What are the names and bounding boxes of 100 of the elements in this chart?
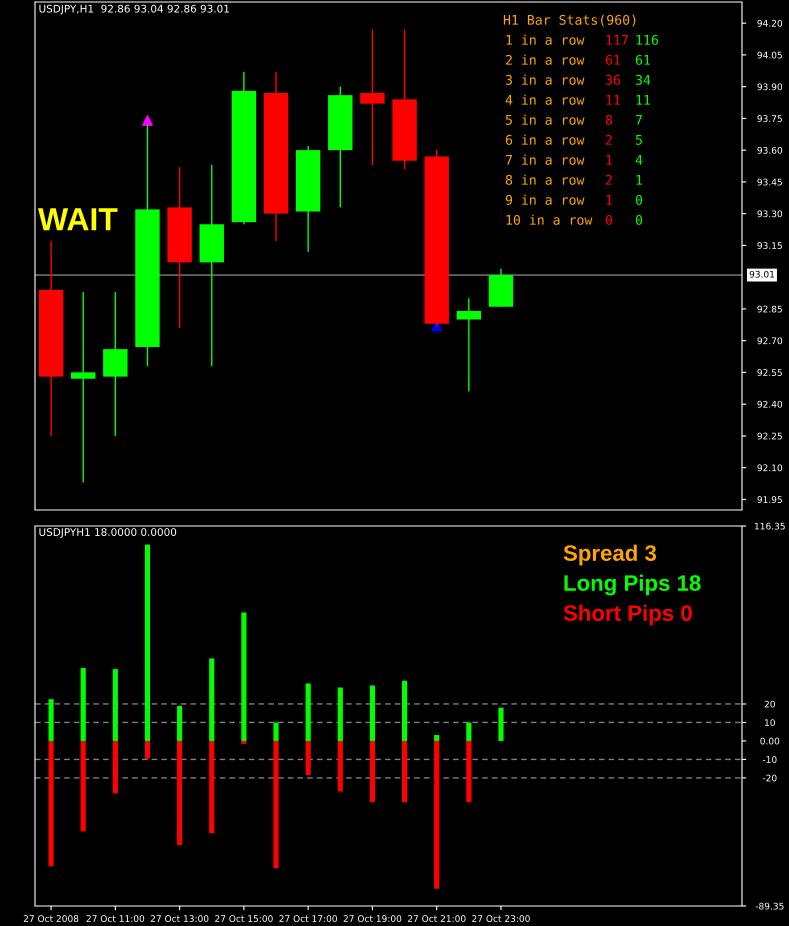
annotation: 36 (606, 74, 620, 85)
bar (402, 680, 408, 741)
x-tick-label: 27 Oct 19:00 (344, 915, 402, 922)
chart-title: USDJPY,H1 92.86 93.04 92.86 93.01 (39, 4, 229, 15)
bar (434, 740, 440, 889)
annotation: 117 (606, 35, 628, 45)
x-tick-label: 27 Oct 11:00 (86, 915, 144, 922)
ref-line-label: 93.01 (750, 270, 774, 278)
chart-title: USDJPYH1 18.0000 0.0000 (39, 528, 176, 538)
y-tick-label: -20 (762, 774, 777, 782)
annotation: H1 Bar Stats(960) (504, 14, 636, 26)
annotation: 0 (636, 194, 642, 205)
y-tick-label: 92.85 (757, 306, 782, 312)
annotation: 1 (636, 175, 642, 185)
annotation: 61 (636, 54, 650, 65)
annotation: 5 (636, 135, 642, 145)
annotation: 5 in a row (506, 114, 584, 125)
candlestick (70, 291, 96, 484)
annotation: 2 (606, 174, 612, 185)
y-tick-label: 10 (765, 719, 775, 726)
annotation: 4 in a row (506, 94, 584, 105)
y-tick-label: 92.70 (757, 337, 782, 344)
annotation: 2 (606, 134, 612, 145)
bar (498, 708, 504, 741)
y-tick-label: 92.10 (757, 464, 782, 472)
annotation: 7 in a row (506, 154, 584, 165)
bar (144, 544, 150, 741)
bar (434, 735, 440, 741)
y-tick-label: 94.20 (757, 20, 782, 27)
annotation: 61 (606, 54, 620, 65)
annotation: 8 in a row (506, 174, 584, 185)
bar (273, 740, 279, 868)
y-tick-label: 93.75 (757, 115, 782, 122)
bar (48, 740, 54, 866)
bar (466, 722, 472, 741)
candlestick (360, 28, 385, 166)
annotation: 6 in a row (506, 134, 584, 145)
annotation: 1 in a row (506, 34, 584, 45)
annotation: 1 (606, 155, 612, 165)
y-tick-label: 93.15 (757, 242, 782, 249)
annotation: WAIT (38, 208, 118, 230)
y-tick-label: 92.25 (757, 432, 782, 440)
bar (177, 740, 182, 845)
bar (402, 740, 408, 802)
annotation: 116 (636, 34, 658, 45)
x-tick-label: 27 Oct 15:00 (215, 915, 273, 922)
bar (306, 740, 311, 775)
bar (144, 740, 150, 758)
x-tick-label: 27 Oct 2008 (24, 915, 78, 922)
annotation: 34 (636, 74, 650, 85)
bar (80, 740, 86, 832)
annotation: Long Pips 18 (564, 574, 701, 596)
bar (370, 740, 376, 802)
annotation: 10 in a row (506, 214, 592, 225)
y-tick-label: 94.05 (757, 52, 782, 58)
annotation: 0 (636, 214, 642, 225)
y-tick-label: 93.45 (757, 178, 782, 186)
annotation: 2 in a row (506, 54, 584, 65)
annotation: 4 (636, 155, 642, 165)
x-tick-label: 27 Oct 13:00 (150, 915, 208, 922)
y-tick-label: 93.30 (757, 210, 782, 218)
bar (209, 658, 214, 741)
bar (112, 740, 118, 794)
bar (306, 683, 311, 741)
annotation: 11 (606, 95, 620, 105)
y-tick-label: 91.95 (757, 496, 782, 503)
x-tick-label: 27 Oct 17:00 (279, 915, 337, 922)
y-tick-label: 92.55 (757, 369, 782, 376)
annotation: Short Pips 0 (564, 604, 692, 626)
bar (241, 612, 246, 741)
annotation: Spread 3 (564, 544, 656, 566)
annotation: 3 in a row (506, 74, 584, 85)
bar (177, 706, 182, 741)
y-tick-label: -10 (762, 756, 777, 763)
y-tick-label: 20 (764, 700, 775, 708)
y-tick-label: 116.35 (754, 522, 785, 530)
bar (209, 740, 214, 834)
candlestick (456, 298, 482, 392)
annotation: 8 (606, 114, 612, 125)
annotation: 1 (606, 195, 612, 205)
bar (338, 688, 343, 741)
bar (273, 722, 279, 741)
annotation: 0 (606, 214, 612, 225)
bar (466, 740, 472, 802)
bar (370, 686, 376, 741)
y-tick-label: 93.60 (757, 146, 782, 154)
bar (241, 740, 246, 744)
y-tick-label: 0.00 (760, 738, 780, 744)
bar (48, 699, 54, 741)
bar (112, 669, 118, 741)
annotation: 9 in a row (506, 194, 584, 205)
y-tick-label: -89.35 (756, 902, 784, 910)
annotation: 11 (636, 95, 650, 105)
bar (80, 668, 86, 741)
y-tick-label: 93.90 (757, 83, 782, 90)
annotation: 7 (636, 115, 642, 125)
x-tick-label: 27 Oct 21:00 (408, 915, 466, 922)
bar (338, 740, 343, 792)
y-tick-label: 92.40 (757, 400, 782, 408)
x-tick-label: 27 Oct 23:00 (472, 915, 530, 922)
